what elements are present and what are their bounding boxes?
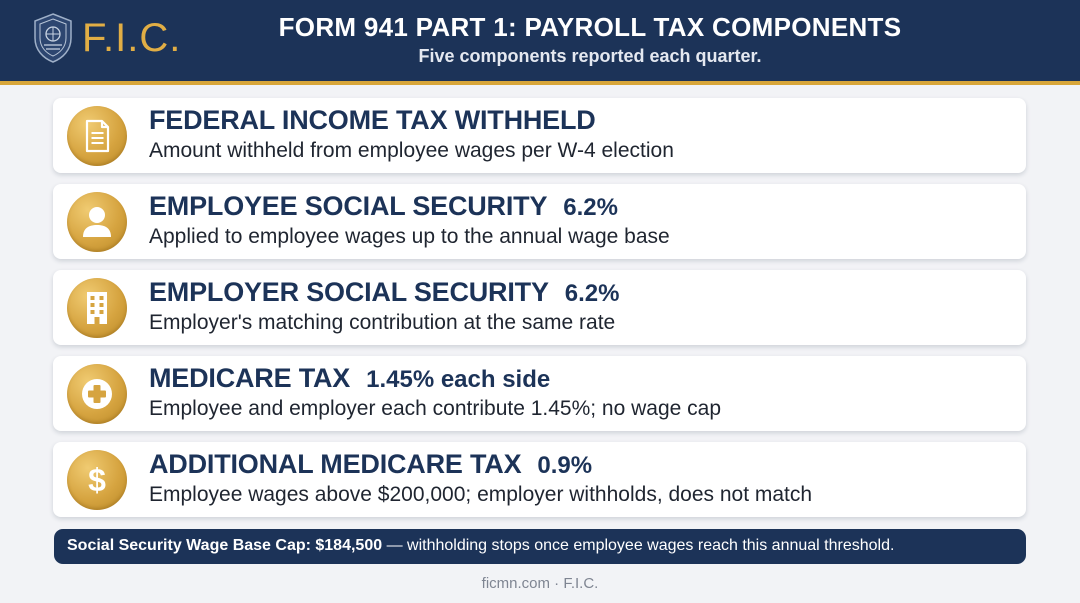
component-title: MEDICARE TAX [149, 363, 351, 393]
person-icon [67, 192, 127, 252]
building-icon [67, 278, 127, 338]
component-rate: 6.2% [563, 194, 618, 221]
svg-text:$: $ [88, 462, 106, 498]
component-title: EMPLOYEE SOCIAL SECURITY [149, 191, 548, 221]
component-description: Employee and employer each contribute 1.… [149, 397, 722, 420]
component-title: EMPLOYER SOCIAL SECURITY [149, 277, 549, 307]
dollar-icon: $ [67, 450, 127, 510]
footer-text: ficmn.com · F.I.C. [481, 575, 599, 592]
wage-base-note-text: Social Security Wage Base Cap: $184,500 … [67, 537, 894, 555]
component-card-medicare-tax: MEDICARE TAX 1.45% each side Employee and… [53, 356, 1026, 431]
document-icon [67, 106, 127, 166]
component-rate: 6.2% [564, 280, 620, 307]
header-banner: F.I.C. FORM 941 PART 1: PAYROLL TAX COMP… [0, 0, 1080, 85]
logo-text: F.I.C. [82, 16, 182, 60]
wage-base-note-detail: — withholding stops once employee wages … [382, 537, 895, 554]
component-rate: 0.9% [537, 452, 593, 479]
component-title: ADDITIONAL MEDICARE TAX [149, 449, 522, 479]
component-card-employee-social-security: EMPLOYEE SOCIAL SECURITY 6.2% Applied to … [53, 184, 1026, 259]
component-rate: 1.45% each side [366, 366, 551, 393]
wage-base-note: Social Security Wage Base Cap: $184,500 … [54, 529, 1026, 564]
page-subtitle: Five components reported each quarter. [418, 46, 762, 66]
component-description: Applied to employee wages up to the annu… [149, 225, 670, 248]
component-card-employer-social-security: EMPLOYER SOCIAL SECURITY 6.2% Employer's … [53, 270, 1026, 345]
page-title: FORM 941 PART 1: PAYROLL TAX COMPONENTS [278, 12, 902, 42]
fic-seal-icon [34, 13, 72, 63]
medical-plus-icon [67, 364, 127, 424]
component-card-additional-medicare-tax: $ ADDITIONAL MEDICARE TAX 0.9% Employee w… [53, 442, 1026, 517]
component-description: Employee wages above $200,000; employer … [149, 483, 813, 506]
component-description: Employer's matching contribution at the … [149, 311, 616, 334]
wage-base-cap-label: Social Security Wage Base Cap: $184,500 [67, 537, 383, 554]
component-description: Amount withheld from employee wages per … [149, 139, 674, 162]
component-card-federal-income-tax: FEDERAL INCOME TAX WITHHELD Amount withh… [53, 98, 1026, 173]
component-title: FEDERAL INCOME TAX WITHHELD [149, 105, 596, 135]
